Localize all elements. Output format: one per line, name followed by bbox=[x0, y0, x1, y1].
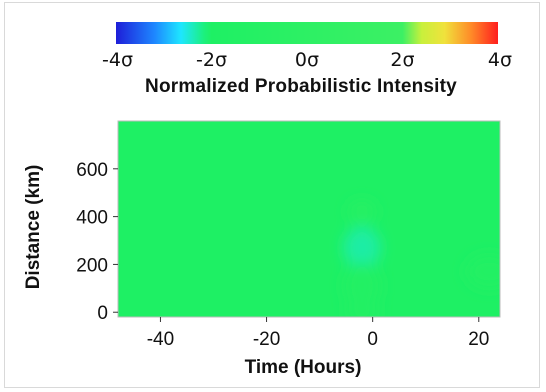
x-tick-label: 20 bbox=[468, 329, 489, 350]
plot-border bbox=[117, 120, 501, 318]
y-tick-label: 0 bbox=[97, 303, 108, 324]
intensity-anomaly bbox=[345, 298, 379, 317]
heatmap-background bbox=[118, 121, 500, 317]
colorbar-gradient bbox=[116, 22, 498, 44]
intensity-anomaly bbox=[343, 226, 381, 269]
colorbar-tick-label: -4σ bbox=[102, 49, 133, 71]
y-tick-label: 400 bbox=[76, 208, 108, 229]
plot-area: -40 -20 0 20 0 200 400 600 bbox=[76, 120, 501, 350]
y-axis-title: Distance (km) bbox=[23, 165, 44, 290]
x-tick-label: -20 bbox=[253, 329, 280, 350]
colorbar: -4σ -2σ 0σ 2σ 4σ Normalized Probabilistic In… bbox=[102, 22, 512, 97]
figure-frame: -4σ -2σ 0σ 2σ 4σ Normalized Probabilistic In… bbox=[4, 2, 540, 388]
x-tick-label: 0 bbox=[367, 329, 378, 350]
x-tick-label: -40 bbox=[147, 329, 174, 350]
heatmap-chart: -4σ -2σ 0σ 2σ 4σ Normalized Probabilistic In… bbox=[23, 22, 512, 378]
intensity-anomaly bbox=[348, 200, 377, 224]
colorbar-tick-label: 4σ bbox=[488, 49, 512, 71]
colorbar-tick-label: 2σ bbox=[390, 49, 414, 71]
y-tick-label: 600 bbox=[76, 160, 108, 181]
intensity-anomaly bbox=[343, 262, 381, 309]
colorbar-tick-label: 0σ bbox=[295, 49, 319, 71]
colorbar-title: Normalized Probabilistic Intensity bbox=[145, 76, 457, 97]
intensity-anomaly bbox=[466, 254, 500, 289]
colorbar-tick-label: -2σ bbox=[196, 49, 227, 71]
y-tick-label: 200 bbox=[76, 255, 108, 276]
x-axis-title: Time (Hours) bbox=[245, 357, 362, 378]
